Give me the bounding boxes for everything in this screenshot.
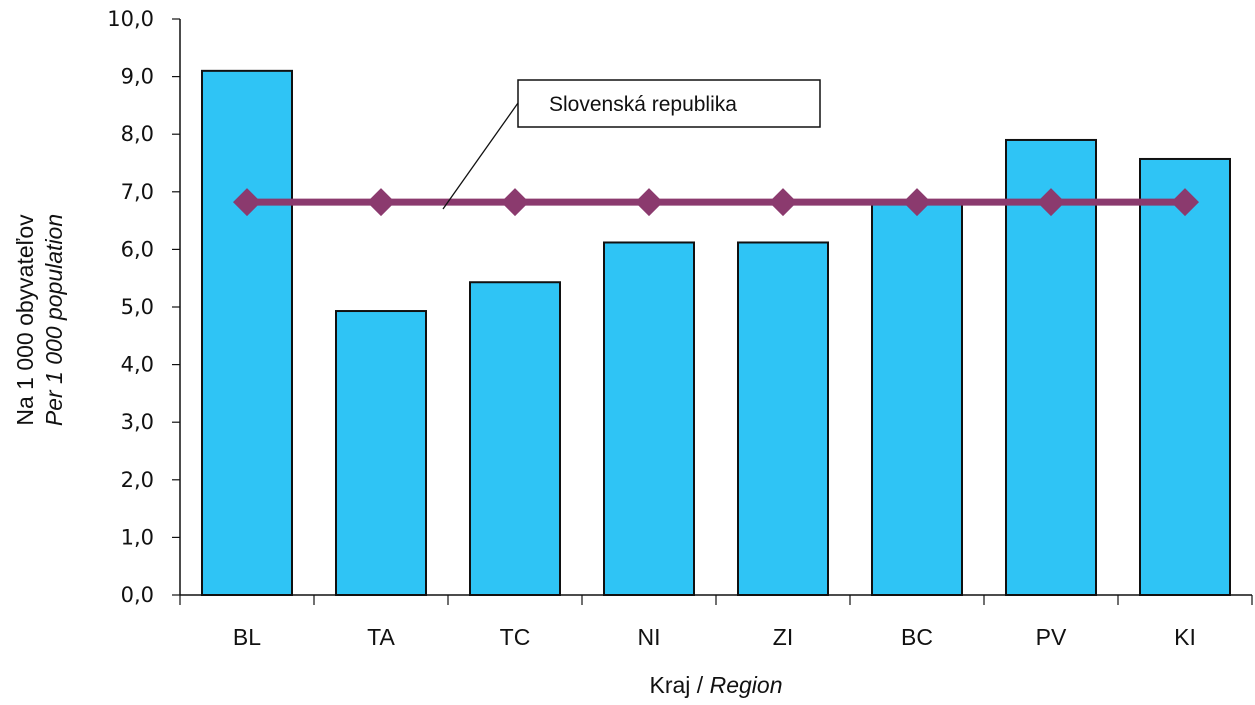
y-tick-label: 2,0 bbox=[121, 468, 154, 492]
bars bbox=[201, 69, 1231, 597]
annotation-label: Slovenská republika bbox=[549, 93, 737, 116]
y-axis-ticks: 0,0 1,0 2,0 3,0 4,0 5,0 6,0 7,0 8,0 9,0 10,0 bbox=[107, 7, 180, 607]
x-axis-label: Kraj / Region bbox=[650, 672, 783, 698]
x-axis-label-main: Kraj / bbox=[650, 672, 710, 698]
bar-ta bbox=[335, 310, 427, 596]
x-axis-label-italic: Region bbox=[710, 672, 783, 698]
bar-zi bbox=[737, 241, 829, 596]
bar-tc bbox=[469, 281, 561, 596]
y-tick-label: 6,0 bbox=[121, 237, 154, 261]
reference-marker bbox=[233, 188, 261, 217]
y-tick-label: 1,0 bbox=[121, 525, 154, 549]
bar-bc bbox=[871, 201, 963, 596]
reference-marker bbox=[1171, 188, 1199, 217]
x-tick-label: KI bbox=[1174, 624, 1196, 650]
x-tick-label: BC bbox=[901, 624, 933, 650]
bar-ni bbox=[603, 241, 695, 596]
x-tick-label: NI bbox=[638, 624, 661, 650]
x-tick-label: ZI bbox=[773, 624, 793, 650]
y-tick-label: 9,0 bbox=[121, 65, 154, 89]
x-tick-label: PV bbox=[1036, 624, 1067, 650]
x-axis-ticks: BL TA TC NI ZI BC PV KI bbox=[179, 595, 1253, 650]
reference-marker bbox=[769, 188, 797, 217]
y-tick-label: 0,0 bbox=[121, 583, 154, 607]
y-tick-label: 4,0 bbox=[121, 353, 154, 377]
y-tick-label: 7,0 bbox=[121, 180, 154, 204]
reference-marker bbox=[1037, 188, 1065, 217]
reference-marker bbox=[903, 188, 931, 217]
y-tick-label: 10,0 bbox=[107, 7, 154, 31]
axes bbox=[179, 19, 1252, 596]
y-axis-label: Na 1 000 obyvateľov bbox=[12, 214, 38, 426]
y-tick-label: 8,0 bbox=[121, 122, 154, 146]
x-tick-label: BL bbox=[233, 624, 261, 650]
reference-line bbox=[233, 188, 1199, 217]
annotation-box bbox=[517, 79, 821, 128]
reference-marker bbox=[367, 188, 395, 217]
annotation-leader-line bbox=[442, 102, 519, 210]
x-tick-label: TA bbox=[367, 624, 395, 650]
y-tick-label: 3,0 bbox=[121, 410, 154, 434]
bar-ki bbox=[1139, 157, 1231, 597]
x-tick-label: TC bbox=[500, 624, 531, 650]
reference-annotation: Slovenská republika bbox=[442, 79, 821, 210]
y-tick-label: 5,0 bbox=[121, 295, 154, 319]
reference-marker bbox=[635, 188, 663, 217]
reference-marker bbox=[501, 188, 529, 217]
bar-bl bbox=[201, 69, 293, 596]
y-axis-label-italic: Per 1 000 population bbox=[41, 214, 67, 426]
